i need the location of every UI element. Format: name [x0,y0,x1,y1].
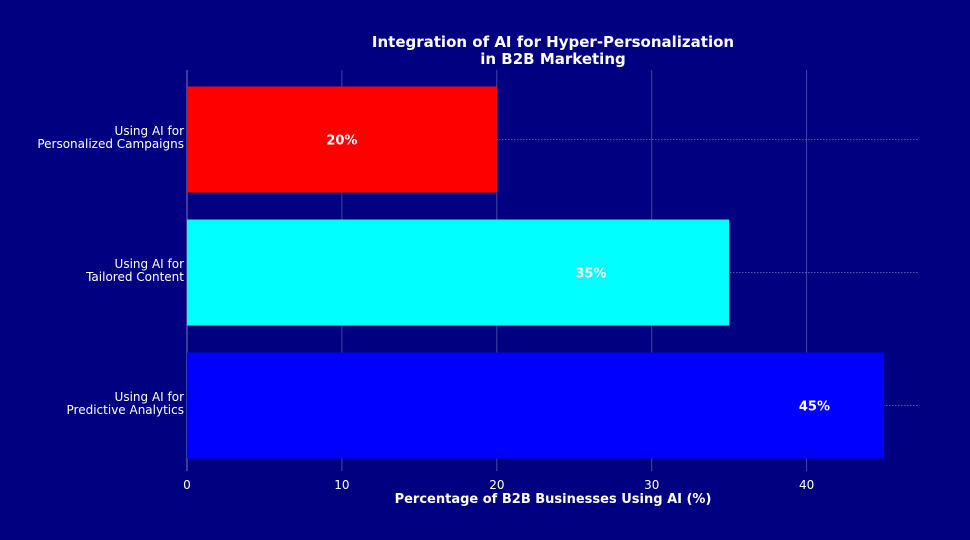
y-tick-label: Using AI for Tailored Content [85,257,184,284]
bars [187,86,885,459]
x-tick-label: 0 [183,478,191,492]
x-tick-label: 40 [799,478,814,492]
bar [187,352,885,459]
data-labels: 20% 35% 45% [326,134,830,415]
y-tick-label: Using AI for Predictive Analytics [67,390,185,417]
data-label: 35% [575,267,606,282]
x-tick-label: 30 [644,478,659,492]
bar [187,219,730,326]
chart-title: Integration of AI for Hyper-Personalizat… [372,33,734,68]
chart-title-line: in B2B Marketing [480,50,626,68]
y-tick-labels: Using AI for Personalized Campaigns Using … [37,124,184,417]
data-label: 45% [799,400,830,415]
y-tick-label: Using AI for Personalized Campaigns [37,124,184,151]
bar [187,86,497,193]
x-axis-label: Percentage of B2B Businesses Using AI (%… [395,492,712,507]
x-tick-label: 10 [334,478,349,492]
chart-title-line: Integration of AI for Hyper-Personalizat… [372,33,734,51]
data-label: 20% [326,134,357,149]
x-tick-label: 20 [489,478,504,492]
x-tick-labels: 0 10 20 30 40 [183,478,814,492]
